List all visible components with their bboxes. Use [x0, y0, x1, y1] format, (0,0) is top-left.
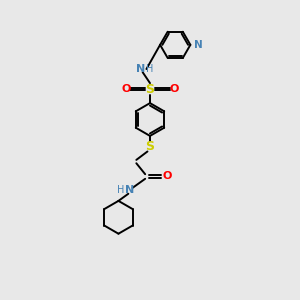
Text: O: O — [121, 84, 130, 94]
Text: N: N — [136, 64, 145, 74]
Text: H: H — [117, 185, 124, 195]
Text: N: N — [125, 185, 135, 195]
Text: H: H — [146, 64, 154, 74]
Text: O: O — [169, 84, 179, 94]
Text: S: S — [146, 82, 154, 95]
Text: S: S — [146, 140, 154, 153]
Text: N: N — [194, 40, 203, 50]
Text: O: O — [162, 171, 172, 181]
